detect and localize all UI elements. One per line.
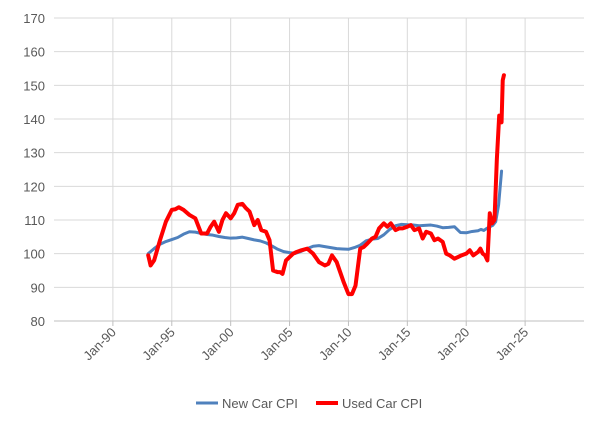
y-tick-label: 80	[31, 314, 45, 329]
y-tick-label: 140	[23, 112, 45, 127]
x-tick-label: Jan-95	[139, 325, 178, 364]
series-line-used-car-cpi	[146, 73, 506, 297]
x-tick-label: Jan-90	[80, 325, 119, 364]
y-tick-label: 160	[23, 45, 45, 60]
x-tick-label: Jan-00	[198, 325, 237, 364]
legend-label: New Car CPI	[222, 396, 298, 411]
series-line-new-car-cpi	[146, 169, 504, 256]
legend-label: Used Car CPI	[342, 396, 422, 411]
y-tick-label: 150	[23, 78, 45, 93]
gridlines	[54, 17, 584, 321]
x-tick-label: Jan-05	[257, 325, 296, 364]
y-tick-label: 100	[23, 247, 45, 262]
legend: New Car CPI Used Car CPI	[196, 396, 422, 411]
x-tick-label: Jan-20	[434, 325, 473, 364]
y-tick-label: 120	[23, 179, 45, 194]
y-tick-label: 110	[24, 213, 45, 228]
y-axis-ticks: 80 90 100 110 120 130 140 150 160 170	[23, 11, 45, 329]
x-tick-label: Jan-10	[316, 325, 355, 364]
x-axis-ticks: Jan-90 Jan-95 Jan-00 Jan-05 Jan-10 Jan-15 Jan-…	[80, 325, 531, 364]
y-tick-label: 170	[23, 11, 45, 26]
x-tick-label: Jan-25	[493, 325, 532, 364]
axes	[54, 320, 584, 326]
y-tick-label: 130	[23, 146, 45, 161]
y-tick-label: 90	[31, 280, 45, 295]
x-tick-label: Jan-15	[375, 325, 414, 364]
series-layer	[146, 73, 506, 297]
